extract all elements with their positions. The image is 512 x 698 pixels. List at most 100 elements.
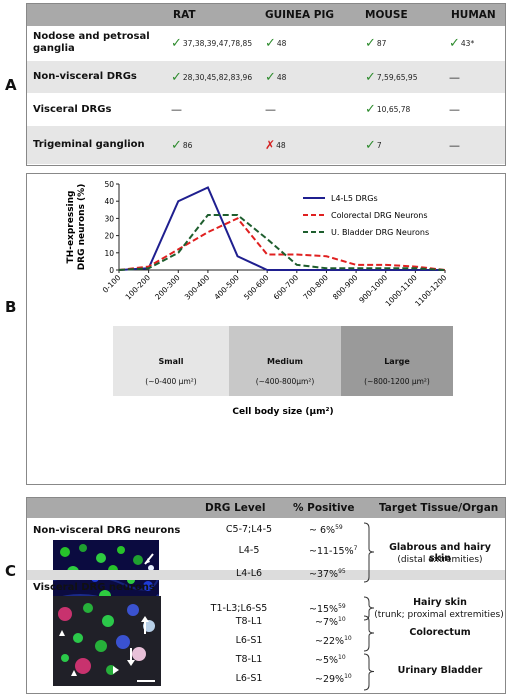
reference-numbers: 37,38,39,47,78,85 (182, 39, 253, 48)
drg-level: L4-L6 (235, 568, 263, 579)
target-tissue: Urinary Bladder (397, 665, 483, 676)
panel-b-chart: Small (~0-400 µm²) Medium (~400-800µm²) Larg… (26, 173, 506, 485)
dash-mark: — (265, 103, 276, 116)
check-icon: ✓ (365, 102, 376, 117)
drg-level: T1-L3;L6-S5 (210, 603, 268, 614)
table-cell: ✓ 28,30,45,82,83,96 (171, 61, 252, 93)
micrograph-image (53, 596, 161, 686)
check-icon: ✓ (171, 69, 182, 85)
table-cell: ✓ 10,65,78 (365, 93, 410, 126)
percent-positive: ~22%10 (315, 635, 352, 648)
y-tick-label: 30 (104, 214, 114, 223)
target-tissue: Hairy skin (413, 597, 467, 608)
panel-label-b: B (5, 298, 17, 316)
col-drg-level: DRG Level (205, 502, 266, 514)
y-tick-label: 20 (104, 232, 114, 241)
percent-positive: ~11-15%7 (309, 545, 358, 558)
table-cell: — (449, 126, 460, 164)
check-icon: ✓ (171, 36, 182, 51)
reference-numbers: 87 (376, 39, 387, 48)
legend-label: L4-L5 DRGs (331, 194, 378, 203)
table-cell: — (449, 61, 460, 93)
target-tissue: Glabrous and hairy skin (389, 542, 491, 564)
size-group-band (341, 326, 453, 396)
section-divider-band (27, 570, 505, 580)
table-row: Visceral DRGs — — ✓ 10,65,78 — (27, 93, 505, 126)
table-cell: ✓ 7 (365, 126, 382, 164)
series-line (118, 186, 445, 271)
check-icon: ✓ (265, 69, 276, 85)
bracket (363, 522, 375, 583)
reference-numbers: 48 (276, 39, 287, 48)
reference-superscript: 7 (353, 545, 358, 552)
percent-positive: ~29%10 (315, 673, 352, 686)
table-header: DRG Level % Positive Target Tissue/Organ (27, 498, 505, 518)
y-tick-label: 10 (104, 249, 114, 258)
size-group-range: (~400-800µm²) (256, 377, 315, 386)
drg-level: T8-L1 (235, 654, 263, 665)
panel-c-table: DRG Level % Positive Target Tissue/Organ… (26, 497, 506, 694)
size-group-name: Small (159, 357, 184, 366)
check-icon: ✓ (449, 36, 460, 51)
check-icon: ✓ (365, 69, 376, 85)
bracket (363, 615, 375, 652)
col-percent-positive: % Positive (293, 502, 355, 514)
size-group-name: Large (384, 357, 410, 366)
x-tick-label: 1100-1200 (413, 273, 448, 308)
reference-superscript: 59 (335, 524, 343, 531)
y-tick-label: 50 (104, 180, 114, 189)
legend-label: U. Bladder DRG Neurons (331, 228, 429, 237)
percent-positive: ~7%10 (315, 616, 346, 629)
visceral-micrograph (53, 596, 161, 686)
legend-label: Colorectal DRG Neurons (331, 211, 428, 220)
nonvisceral-title: Non-visceral DRG neurons (33, 525, 181, 536)
series-line (118, 217, 446, 271)
size-group-range: (~800-1200 µm²) (364, 377, 430, 386)
x-tick-label: 0-100 (101, 273, 123, 295)
x-tick-label: 100-200 (124, 273, 153, 302)
table-row: Nodose and petrosal ganglia ✓ 37,38,39,47,… (27, 26, 505, 61)
dash-mark: — (449, 70, 460, 84)
check-icon: ✓ (365, 137, 376, 153)
drg-level: L4-5 (238, 545, 260, 556)
col-target-tissue: Target Tissue/Organ (379, 502, 499, 514)
row-label: Non-visceral DRGs (33, 71, 137, 82)
table-row: Trigeminal ganglion ✓ 86 ✗ 48 ✓ 7— (27, 126, 505, 164)
size-group-range: (~0-400 µm²) (145, 377, 196, 386)
drg-level: L6-S1 (235, 635, 263, 646)
reference-numbers: 86 (182, 140, 193, 150)
table-cell: ✓ 7,59,65,95 (365, 61, 417, 93)
percent-positive: ~ 6%59 (309, 524, 343, 537)
target-tissue: Colorectum (409, 627, 471, 638)
x-tick-label: 600-700 (272, 273, 301, 302)
x-tick-label: 200-300 (153, 273, 182, 302)
col-mouse: MOUSE (365, 9, 408, 21)
x-tick-label: 800-900 (331, 273, 360, 302)
percent-positive: ~37%95 (309, 568, 346, 581)
size-group-band (113, 326, 229, 396)
table-cell: — (171, 93, 182, 126)
y-axis-label: TH-expressing (66, 191, 76, 264)
size-group-band (229, 326, 341, 396)
size-group-name: Medium (267, 357, 303, 366)
cross-icon: ✗ (265, 138, 276, 152)
table-cell: ✓ 48 (265, 61, 286, 93)
x-tick-label: 500-600 (242, 273, 271, 302)
dash-mark: — (171, 103, 182, 116)
y-tick-label: 40 (104, 197, 114, 206)
panel-label-a: A (5, 76, 17, 94)
table-cell: — (265, 93, 276, 126)
row-label: Visceral DRGs (33, 103, 112, 115)
table-cell: ✗ 48 (265, 126, 286, 164)
reference-superscript: 95 (338, 568, 346, 575)
visceral-title: Visceral DRG neurons (33, 582, 155, 593)
percent-positive: ~5%10 (315, 654, 346, 667)
percent-positive: ~15%59 (309, 603, 346, 616)
table-cell: — (449, 93, 460, 126)
x-tick-label: 300-400 (183, 273, 212, 302)
reference-numbers: 7,59,65,95 (376, 72, 418, 82)
reference-superscript: 10 (344, 673, 352, 680)
reference-superscript: 10 (338, 654, 346, 661)
drg-level: T8-L1 (235, 616, 263, 627)
target-subtitle: (distal extremities) (397, 555, 483, 565)
